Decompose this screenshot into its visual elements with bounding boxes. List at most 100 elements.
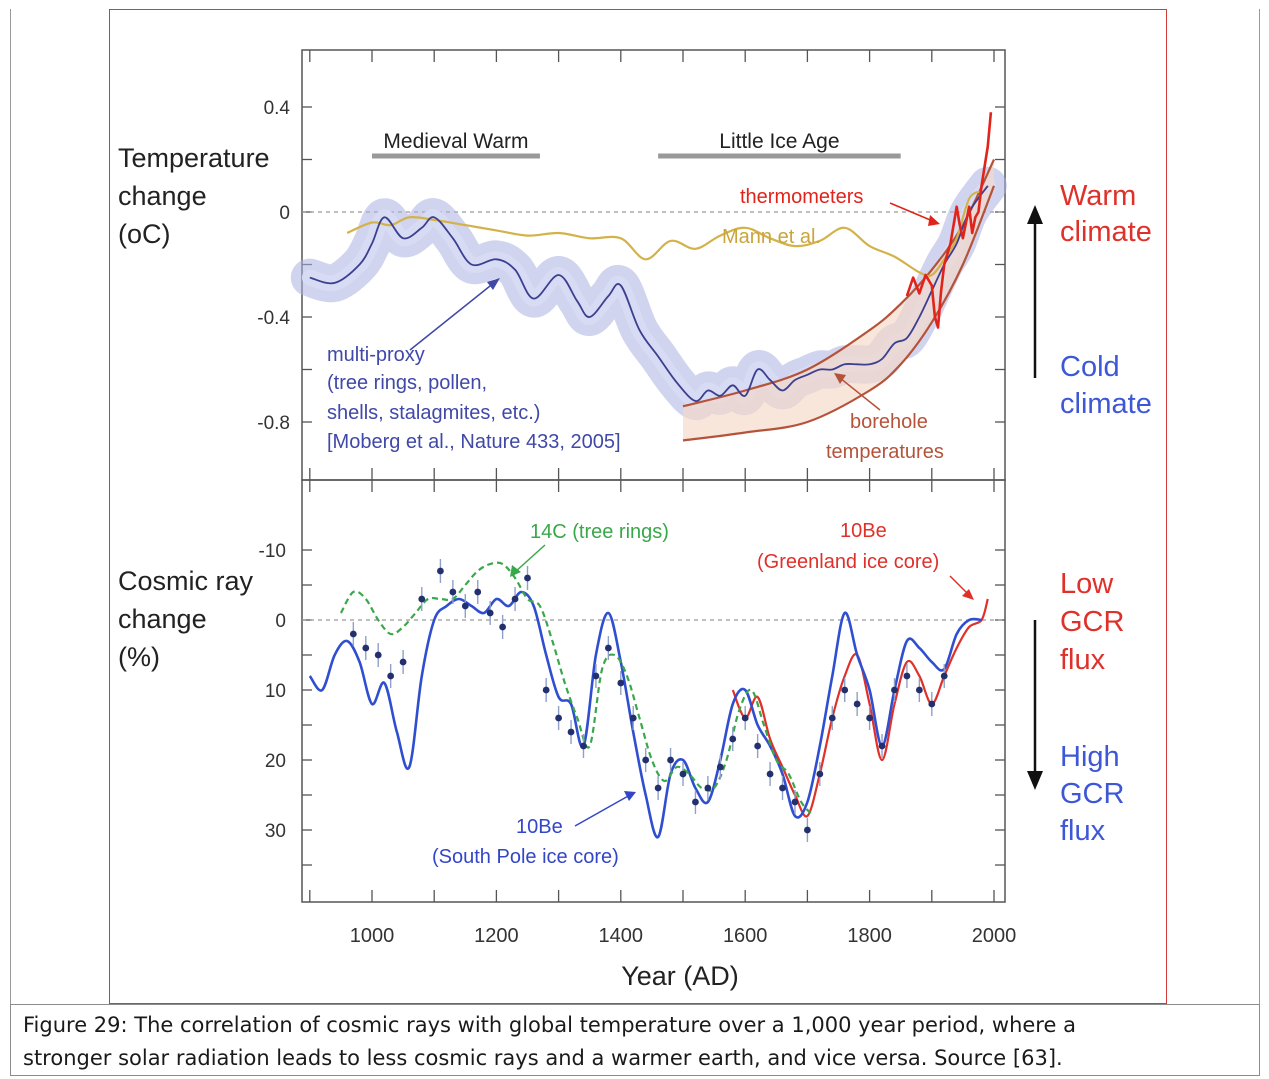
bottom-ylabel-3: (%) [118, 642, 160, 672]
c14-point [866, 714, 873, 722]
label-cold-2: climate [1060, 388, 1152, 420]
label-high-3: flux [1060, 815, 1106, 847]
arrow-south-pole [574, 794, 631, 827]
top-ytick-label: -0.8 [257, 413, 290, 434]
arrowhead-multiproxy [487, 278, 500, 290]
c14-point [841, 686, 849, 694]
c14-point [629, 714, 637, 722]
annotation-c14: 14C (tree rings) [530, 521, 669, 543]
c14-point [716, 763, 724, 771]
arrow-heads [487, 215, 974, 801]
c14-point [928, 700, 936, 708]
label-high-1: High [1060, 741, 1120, 773]
bottom-ytick-label: 20 [265, 751, 286, 772]
label-cold-1: Cold [1060, 351, 1120, 383]
c14-point [642, 756, 650, 764]
c14-point [940, 672, 948, 680]
top-ytick-label: 0.4 [264, 98, 291, 119]
caption-line-2: stronger solar radiation leads to less c… [23, 1046, 1063, 1070]
c14-point [766, 770, 774, 778]
arrowhead-c14 [510, 565, 521, 577]
bottom-xtick-label: 1200 [474, 925, 519, 947]
bottom-xtick-label: 1800 [847, 925, 892, 947]
bottom-xtick-label: 1600 [723, 925, 768, 947]
c14-point [816, 770, 824, 778]
label-warm-1: Warm [1060, 180, 1136, 212]
arrow-c14 [514, 544, 546, 573]
arrowhead-greenland [962, 589, 974, 600]
bottom-xtick-label: 2000 [972, 925, 1017, 947]
c14-point [374, 651, 382, 659]
c14-point [679, 770, 687, 778]
borehole-lower-line [682, 185, 996, 442]
c14-point [461, 602, 469, 610]
c14-point [617, 679, 625, 687]
c14-point [542, 686, 550, 694]
x-axis-label: Year (AD) [621, 961, 739, 991]
c14-point [592, 672, 600, 680]
c14-point [511, 595, 519, 603]
bottom-xtick-label: 1000 [350, 925, 395, 947]
bottom-series-lines [308, 561, 989, 839]
c14-point [349, 630, 357, 638]
c14-point [853, 700, 861, 708]
top-ylabel-2: change [118, 181, 207, 211]
gcr-flux-arrow [1027, 620, 1043, 790]
annotation-be10-south-1: 10Be [516, 816, 563, 838]
annotation-be10-greenland-2: (Greenland ice core) [757, 551, 939, 573]
label-high-2: GCR [1060, 778, 1124, 810]
label-warm-2: climate [1060, 216, 1152, 248]
c14-point [524, 574, 531, 582]
c14-point [437, 567, 444, 575]
bottom-xtick-label: 1400 [599, 925, 644, 947]
arrowhead-thermometers [928, 215, 940, 226]
c14-point [580, 742, 587, 750]
annotation-multiproxy-2: (tree rings, pollen, [327, 372, 487, 394]
c14-point [387, 672, 395, 680]
arrowhead-borehole [834, 373, 846, 384]
arrowhead-south-pole [624, 791, 636, 801]
arrow-multiproxy [409, 281, 496, 351]
period-bars: Medieval Warm Little Ice Age [372, 130, 901, 159]
warm-cold-arrowhead [1027, 205, 1043, 224]
c14-point [555, 714, 562, 722]
borehole-fill [683, 159, 994, 441]
c14-point [474, 588, 482, 596]
c14-point [499, 623, 507, 631]
label-low-3: flux [1060, 644, 1106, 676]
bottom-ylabel-1: Cosmic ray [118, 566, 254, 596]
c14-point [729, 735, 737, 743]
bottom-panel-frame [301, 479, 1006, 903]
c14-point [486, 609, 494, 617]
c14-point [567, 728, 575, 736]
be10-greenland-line [731, 598, 989, 818]
period-label: Little Ice Age [719, 130, 839, 153]
annotation-multiproxy-3: shells, stalagmites, etc.) [327, 402, 540, 424]
multiproxy-line [309, 185, 989, 402]
annotation-be10-south-2: (South Pole ice core) [432, 846, 619, 868]
c14-point [604, 644, 612, 652]
bottom-ylabel-2: change [118, 604, 207, 634]
top-ytick-labels: 0.4 0 -0.4 -0.8 [257, 98, 290, 434]
label-low-2: GCR [1060, 606, 1124, 638]
c14-point [418, 595, 426, 603]
c14-point [915, 686, 923, 694]
thermometers-line [905, 112, 993, 329]
period-label: Medieval Warm [383, 130, 528, 153]
c14-point [828, 714, 836, 722]
bottom-ytick-label: 30 [265, 821, 286, 842]
annotation-borehole-2: temperatures [826, 441, 944, 463]
c14-point [667, 756, 674, 764]
axis-ticks [302, 50, 1005, 902]
c14-point [791, 798, 799, 806]
c14-point [804, 826, 811, 834]
annotation-multiproxy-1: multi-proxy [327, 344, 425, 366]
c14-point [754, 742, 762, 750]
gcr-flux-arrowhead [1027, 771, 1043, 790]
c14-point [449, 588, 457, 596]
warm-cold-arrow [1027, 205, 1043, 378]
arrow-thermometers [889, 202, 936, 223]
c14-point [903, 672, 911, 680]
c14-point [692, 798, 699, 806]
